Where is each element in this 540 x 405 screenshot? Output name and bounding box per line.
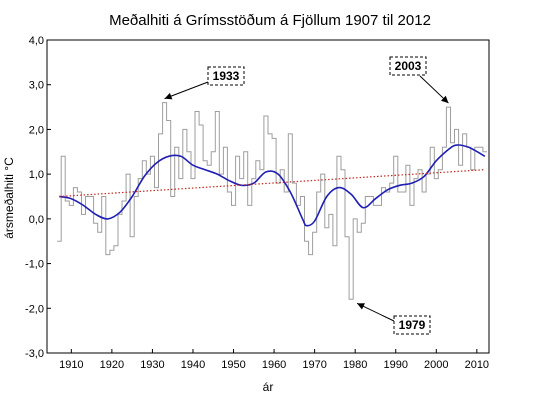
annotation-box	[393, 315, 431, 335]
annotation-layer: 1933 2003 1979	[164, 56, 449, 335]
y-tick-label: 3,0	[29, 80, 44, 92]
y-tick-label: -3,0	[25, 348, 44, 360]
series-smoothed-trend-line	[59, 144, 486, 227]
annotation-label: 2003	[395, 59, 422, 73]
annotation-1979: 1979	[356, 302, 431, 335]
x-axis: 1910 1920 1930 1940 1950 1960 1970 1980 1990 2000…	[59, 349, 489, 371]
annotation-label: 1979	[399, 318, 426, 332]
x-tick-label: 1970	[302, 359, 326, 371]
x-tick-label: 2010	[465, 359, 489, 371]
annotation-2003: 2003	[389, 56, 449, 104]
series-linear-trend-line	[59, 169, 485, 198]
x-axis-label: ár	[263, 380, 274, 394]
annotation-arrow-line	[164, 81, 209, 100]
y-tick-label: 4,0	[29, 35, 44, 47]
x-tick-label: 1960	[262, 359, 286, 371]
series-annual-mean-step-line	[57, 102, 487, 300]
y-tick-label: 2,0	[29, 124, 44, 136]
y-tick-label: -2,0	[25, 303, 44, 315]
x-tick-label: 1940	[181, 359, 205, 371]
y-axis: -3,0 -2,0 -1,0 0,0 1,0 2,0 3,0 4,0	[25, 35, 51, 360]
plot-frame	[46, 39, 490, 354]
x-tick-label: 1910	[59, 359, 83, 371]
x-tick-label: 1980	[343, 359, 367, 371]
annotation-arrowhead	[164, 92, 173, 100]
y-tick-label: 0,0	[29, 214, 44, 226]
x-tick-label: 1950	[221, 359, 245, 371]
x-tick-label: 2000	[424, 359, 448, 371]
y-axis-label: ársmeðalhiti °C	[2, 157, 16, 239]
x-tick-label: 1920	[100, 359, 124, 371]
x-tick-label: 1990	[383, 359, 407, 371]
annotation-box	[389, 56, 427, 76]
annotation-label: 1933	[213, 69, 240, 83]
annotation-box	[207, 66, 245, 86]
series-layer	[57, 102, 487, 300]
chart-title: Meðalhiti á Grímsstöðum á Fjöllum 1907 t…	[109, 12, 431, 29]
annotation-arrowhead	[357, 303, 365, 310]
annotation-arrowhead	[440, 95, 449, 104]
y-tick-label: 1,0	[29, 169, 44, 181]
annotation-1933: 1933	[164, 66, 245, 100]
x-tick-label: 1930	[140, 359, 164, 371]
y-tick-label: -1,0	[25, 259, 44, 271]
